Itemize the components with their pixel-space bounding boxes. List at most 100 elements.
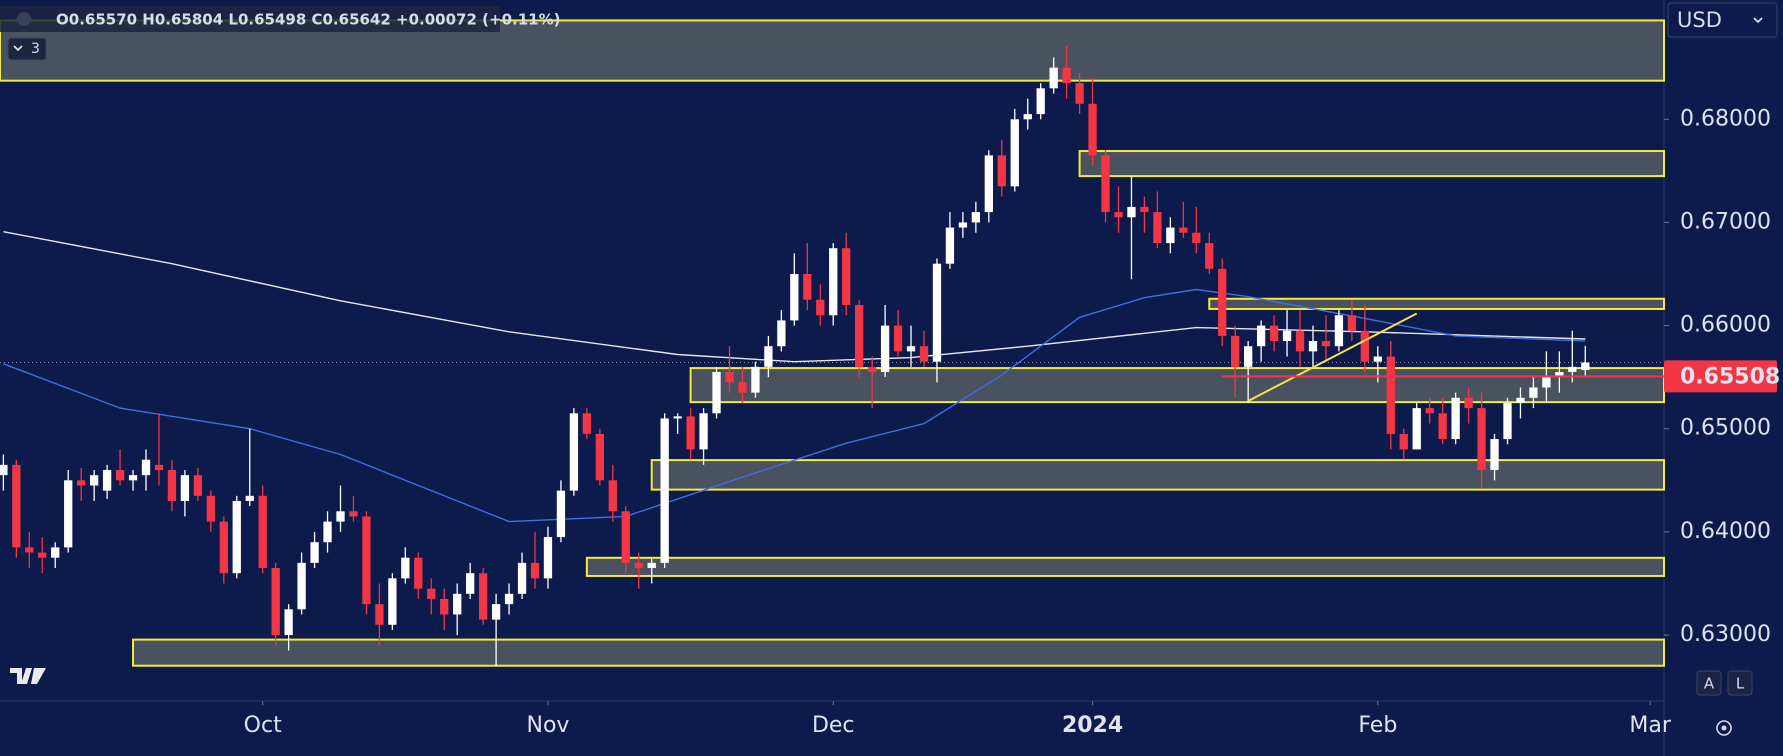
candle-body [569,413,579,491]
candle-body [842,248,851,305]
candle-body [1555,372,1564,378]
x-tick-label: 2024 [1062,713,1123,738]
candle-body [167,470,177,501]
candle-body [1477,408,1486,471]
candle-body [1062,67,1071,84]
candle-body [738,382,747,393]
candle-body [310,542,319,563]
candle-body [271,568,280,636]
candle-body [491,604,501,620]
candle-body [1412,408,1421,450]
candle-body [945,227,955,264]
candle-body [1127,206,1136,218]
y-tick-label: 0.68000 [1680,106,1771,131]
candle-body [1503,402,1512,440]
candle-body [1269,325,1279,342]
candle-body [1179,227,1188,233]
candle-body [89,475,99,486]
candle-body [504,593,514,605]
candle-body [1231,335,1240,367]
candle-body [25,547,34,553]
candle-body [245,495,254,501]
log-scale-button[interactable] [1727,670,1753,696]
zone [689,367,1665,404]
settings-icon-dot [1721,725,1727,731]
zone [132,638,1666,667]
candle-body [1218,268,1227,336]
y-tick-label: 0.65000 [1680,416,1771,441]
candle-body [971,212,981,223]
candle-body [1386,356,1395,434]
moving-average [3,288,1586,523]
x-tick-label: Nov [526,713,569,738]
y-tick-label: 0.63000 [1680,622,1771,647]
candle-body [336,511,345,522]
x-tick-label: Feb [1358,713,1397,738]
candle-body [660,418,669,563]
log-scale-label: L [1736,675,1745,693]
zone [1078,150,1665,178]
candle-body [1205,243,1214,269]
candle-body [543,537,553,579]
candle-body [919,346,929,362]
candle-body [128,475,138,481]
candle-body [803,274,812,300]
candle-body [440,598,449,615]
x-tick-label: Dec [812,713,855,738]
candle-body [595,433,604,481]
candle-body [1101,155,1110,213]
symbol-icon [17,12,31,26]
candle-body [1114,212,1123,218]
candle-body [647,562,656,569]
candle-body [621,511,630,563]
candle-body [764,346,773,367]
chevron-icon [13,45,23,52]
y-tick-label: 0.66000 [1680,313,1771,338]
candle-body [1166,227,1175,244]
candle-body [38,552,47,558]
candle-body [0,464,8,476]
y-tick-label: 0.67000 [1680,209,1771,234]
candle-body [1516,397,1525,403]
currency-dropdown[interactable] [1667,2,1778,38]
candle-body [1464,397,1473,409]
candle-body [180,475,190,501]
zone [1208,297,1665,310]
candle-body [1010,119,1019,187]
candle-body [751,366,760,393]
indicator-toggle[interactable] [7,37,47,61]
candle-body [154,464,164,471]
candle-body [855,304,864,367]
candle-body [1282,330,1292,342]
auto-scale-button[interactable] [1696,670,1722,696]
candle-body [932,263,942,362]
candle-body [51,547,60,558]
price-tag-label: 0.65508 [1680,364,1780,389]
logo [10,668,46,684]
y-tick-label: 0.64000 [1680,519,1771,544]
candle-body [232,500,241,574]
price-tag [1664,360,1777,393]
candle-body [1425,408,1434,414]
candle-body [530,562,540,579]
candle-body [102,470,112,491]
candle-body [997,155,1006,187]
candle-body [686,416,695,450]
candle-body [297,562,306,610]
candle-body [1399,433,1408,450]
candle-body [478,573,488,620]
candle-body [1049,67,1058,89]
ohlc-header: O0.65570 H0.65804 L0.65498 C0.65642 +0.0… [56,11,560,29]
settings-icon[interactable] [1716,720,1732,736]
candle-body [1373,356,1382,362]
candle-body [414,557,423,589]
candle-body [362,516,371,605]
dropdown-icon [1753,17,1763,24]
candle-body [141,459,151,476]
candle-body [777,320,786,347]
candle-body [64,480,73,548]
candle-body [466,573,475,594]
